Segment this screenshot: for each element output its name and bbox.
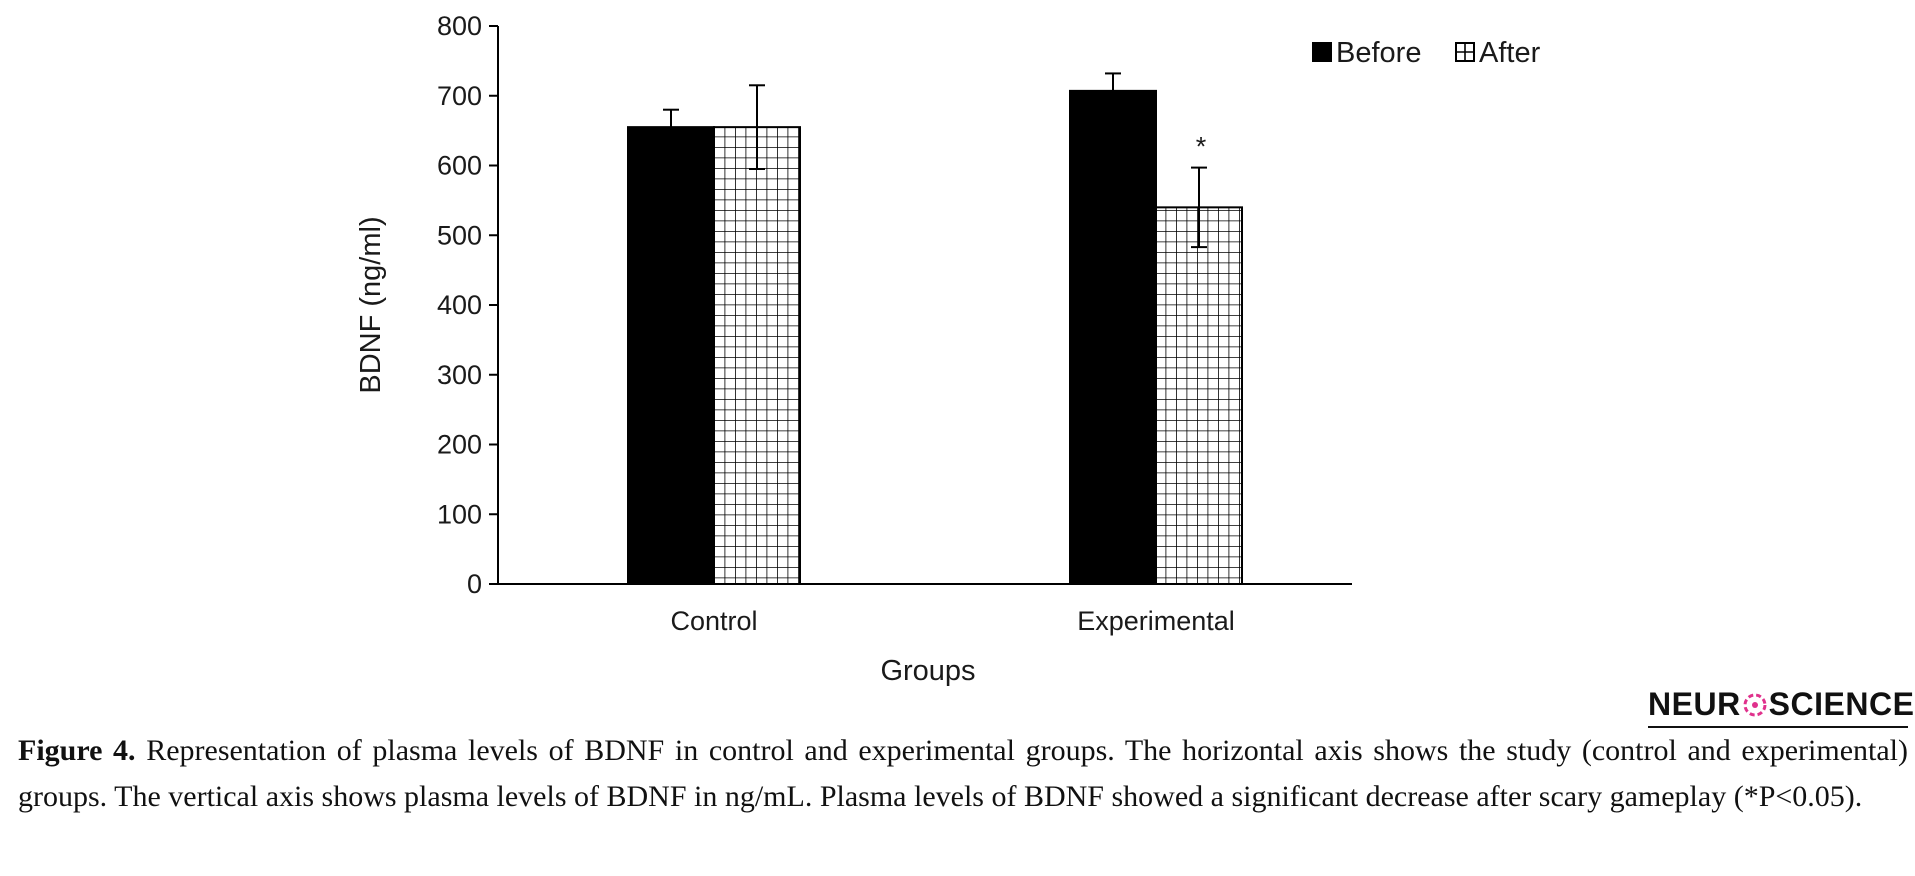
legend-label-after: After (1479, 37, 1541, 69)
y-tick-label: 0 (467, 569, 482, 599)
bdnf-bar-chart: 0 100 200 300 400 500 600 700 800 * Control Exper… (355, 11, 1541, 687)
figure-caption: Figure 4. Representation of plasma level… (18, 728, 1908, 820)
bar-experimental-before (1069, 89, 1157, 586)
y-tick-label: 700 (437, 81, 482, 111)
error-bar-experimental-before (1105, 72, 1121, 91)
y-tick-label: 200 (437, 430, 482, 460)
y-tick-label: 800 (437, 11, 482, 41)
y-tick-label: 600 (437, 151, 482, 181)
significance-asterisk: * (1196, 132, 1207, 162)
bar-control-after (713, 126, 801, 585)
logo-text-left: NEUR (1648, 686, 1741, 722)
legend: Before After (1312, 37, 1541, 69)
bar-control-before (627, 126, 715, 585)
y-tick-label: 100 (437, 499, 482, 529)
caption-label: Figure 4. (18, 734, 136, 767)
caption-text: Representation of plasma levels of BDNF … (18, 734, 1908, 813)
legend-label-before: Before (1336, 37, 1421, 69)
error-bar-experimental-after (1191, 166, 1207, 249)
error-bar-control-before (663, 108, 679, 128)
x-axis-title: Groups (880, 655, 975, 687)
logo-text-right: SCIENCE (1768, 686, 1915, 722)
y-tick-label: 300 (437, 360, 482, 390)
y-axis-title: BDNF (ng/ml) (355, 216, 387, 393)
y-tick-label: 400 (437, 290, 482, 320)
logo-molecule-icon (1743, 693, 1767, 717)
x-tick-label-experimental: Experimental (1077, 606, 1235, 636)
x-tick-label-control: Control (670, 606, 757, 636)
bar-experimental-after (1155, 206, 1243, 585)
y-tick-label: 500 (437, 220, 482, 250)
error-bar-control-after (749, 84, 765, 170)
neuroscience-logo: NEUR SCIENCE (1648, 686, 1914, 728)
legend-swatch-before (1312, 42, 1332, 62)
